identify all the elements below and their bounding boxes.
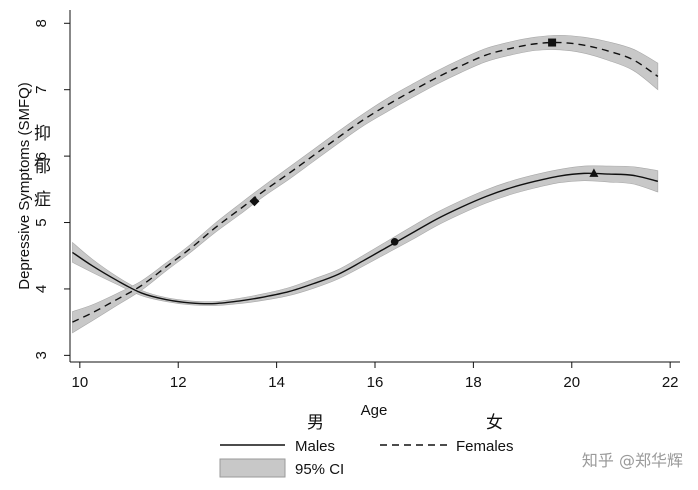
series-lines — [72, 41, 659, 323]
marker-females-square — [548, 38, 557, 47]
x-tick-label: 14 — [268, 374, 285, 391]
marker-males-triangle — [589, 168, 599, 177]
legend: Males Females 95% CI — [219, 438, 514, 478]
x-tick-label: 20 — [563, 374, 580, 391]
x-tick-label: 22 — [662, 374, 679, 391]
x-tick-label: 12 — [170, 374, 187, 391]
legend-ci-swatch — [219, 458, 286, 478]
y-tick-label: 6 — [33, 152, 50, 160]
x-tick-label: 18 — [465, 374, 482, 391]
legend-ci-label: 95% CI — [295, 461, 344, 478]
male-cn-label: 男 — [307, 413, 324, 433]
x-axis-title: Age — [361, 402, 388, 419]
line-females — [72, 41, 659, 323]
legend-females-label: Females — [456, 438, 514, 455]
series-markers — [249, 38, 599, 246]
x-ticks: 10 12 14 16 18 20 22 — [71, 362, 679, 391]
axes — [69, 10, 680, 363]
y-tick-label: 7 — [33, 86, 50, 94]
ylabel-cn-3: 症 — [34, 190, 51, 210]
ci-bands — [72, 34, 659, 334]
ci-band-males — [72, 165, 659, 306]
line-males — [72, 172, 659, 305]
female-cn-label: 女 — [486, 413, 503, 433]
watermark: 知乎 @郑华辉 — [582, 451, 683, 470]
legend-males-label: Males — [295, 438, 335, 455]
ylabel-cn-1: 抑 — [34, 124, 51, 144]
y-tick-label: 8 — [33, 19, 50, 27]
y-tick-label: 3 — [33, 351, 50, 359]
marker-males-circle — [390, 237, 399, 246]
ci-band-females — [72, 34, 659, 334]
ylabel-cn-2: 郁 — [34, 157, 51, 177]
x-tick-label: 16 — [367, 374, 384, 391]
x-tick-label: 10 — [71, 374, 88, 391]
marker-females-diamond — [249, 196, 260, 207]
y-axis-title: Depressive Symptoms (SMFQ) — [16, 82, 33, 290]
y-ticks: 3 4 5 6 7 8 — [33, 19, 70, 360]
y-tick-label: 4 — [33, 285, 50, 293]
y-tick-label: 5 — [33, 218, 50, 226]
